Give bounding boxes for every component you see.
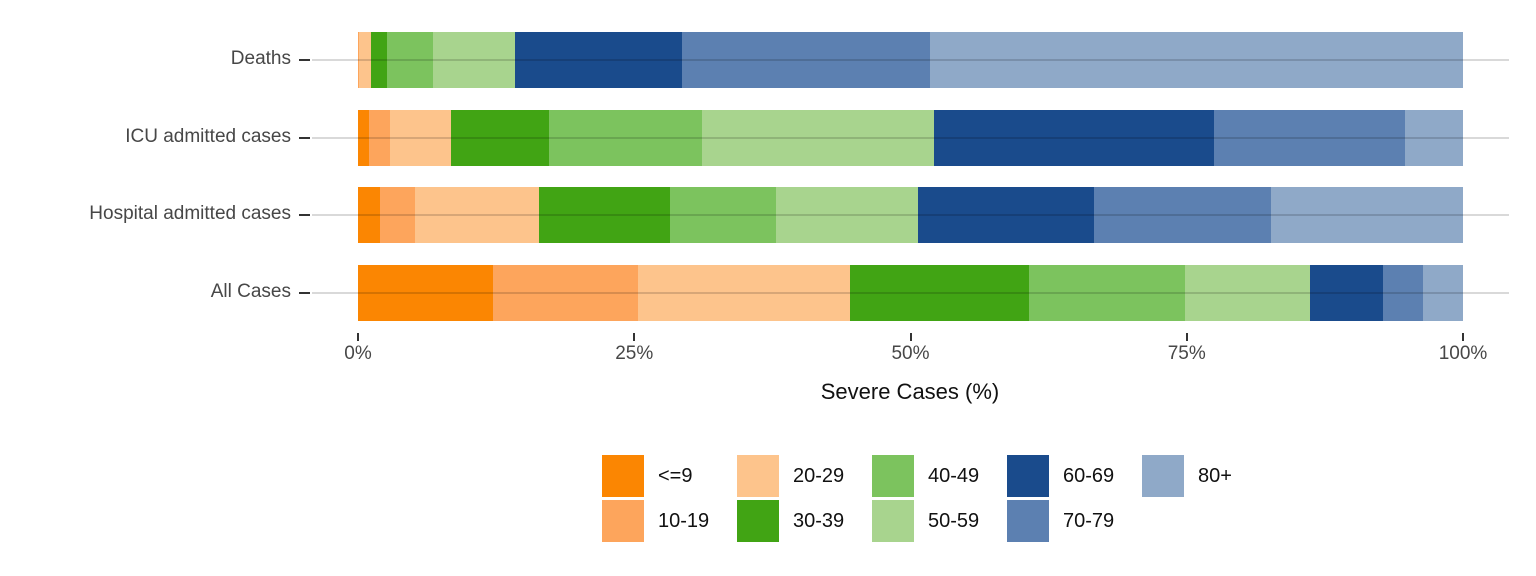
- legend-label: 80+: [1198, 465, 1232, 487]
- x-tick-label: 25%: [615, 343, 654, 364]
- category-gridline: [312, 59, 1509, 61]
- legend-swatch: [602, 500, 644, 542]
- bar-segment: [433, 32, 515, 88]
- bar-segment: [933, 109, 1215, 166]
- category-gridline: [312, 214, 1509, 216]
- bar-segment: [849, 264, 1029, 321]
- legend-swatch: [1142, 455, 1184, 497]
- legend-item: 40-49: [872, 455, 1007, 500]
- x-axis-tick: [1185, 333, 1188, 341]
- bar-row: [358, 32, 1463, 88]
- bar-segment: [386, 32, 434, 88]
- x-axis-tick: [1462, 333, 1464, 341]
- bar-segment: [371, 32, 387, 88]
- category-label: ICU admitted cases: [125, 125, 291, 147]
- legend-label: 50-59: [928, 510, 980, 532]
- legend-label: 70-79: [1063, 510, 1115, 532]
- legend-item: 30-39: [737, 500, 872, 545]
- bar-segment: [1214, 109, 1406, 166]
- legend-item: 80+: [1142, 455, 1277, 500]
- legend-item: 20-29: [737, 455, 872, 500]
- x-axis-title: Severe Cases (%): [820, 379, 1000, 404]
- legend-swatch: [737, 455, 779, 497]
- x-tick-label: 75%: [1167, 343, 1206, 364]
- x-axis-tick: [633, 333, 636, 341]
- legend-swatch: [872, 500, 914, 542]
- bar-segment: [358, 32, 360, 88]
- legend-label: 10-19: [658, 510, 710, 532]
- bar-segment: [1093, 187, 1271, 243]
- bar-segment: [775, 187, 919, 243]
- category-label: Deaths: [230, 48, 291, 69]
- legend-label: 60-69: [1063, 465, 1115, 487]
- category-label: All Cases: [210, 280, 291, 302]
- bar-segment: [1270, 187, 1463, 243]
- legend-label: 20-29: [793, 465, 845, 487]
- bar-segment: [1423, 264, 1463, 321]
- bar-segment: [492, 264, 638, 321]
- legend-item: 50-59: [872, 500, 1007, 545]
- bar-segment: [358, 187, 381, 243]
- bar-segment: [514, 32, 682, 88]
- bar-segment: [450, 109, 550, 166]
- bar-segment: [358, 109, 370, 166]
- y-axis-tick: [299, 291, 310, 294]
- bar-segment: [1310, 264, 1384, 321]
- category-gridline: [312, 136, 1509, 139]
- y-axis-tick: [299, 214, 310, 216]
- bar-segment: [930, 32, 1463, 88]
- category-label: Hospital admitted cases: [89, 203, 291, 224]
- legend-item: 10-19: [602, 500, 737, 545]
- bar-segment: [539, 187, 670, 243]
- legend-swatch: [602, 455, 644, 497]
- y-axis-tick: [299, 136, 310, 139]
- bar-segment: [1028, 264, 1185, 321]
- x-tick-label: 0%: [344, 343, 372, 364]
- bar-segment: [1405, 109, 1463, 166]
- bar-segment: [701, 109, 934, 166]
- bar-segment: [369, 109, 391, 166]
- legend-item: <=9: [602, 455, 737, 500]
- x-axis-tick: [357, 333, 359, 341]
- bar-segment: [637, 264, 850, 321]
- legend: <=9 10-19 20-29 30-39 40-49 50-59 60-69 70-79 80…: [602, 455, 1277, 545]
- bar-row: [358, 187, 1463, 243]
- bar-segment: [918, 187, 1094, 243]
- x-axis-tick: [909, 333, 912, 341]
- legend-label: <=9: [658, 465, 693, 487]
- legend-item: 60-69: [1007, 455, 1142, 500]
- x-tick-label: 50%: [891, 343, 930, 364]
- legend-swatch: [1007, 455, 1049, 497]
- legend-item: 70-79: [1007, 500, 1142, 545]
- legend-swatch: [1007, 500, 1049, 542]
- category-gridline: [312, 291, 1509, 294]
- legend-swatch: [872, 455, 914, 497]
- bar-segment: [1184, 264, 1311, 321]
- bar-row: [358, 264, 1463, 321]
- legend-swatch: [737, 500, 779, 542]
- legend-label: 30-39: [793, 510, 845, 532]
- bar-segment: [1383, 264, 1424, 321]
- bar-segment: [380, 187, 416, 243]
- bar-row: [358, 109, 1463, 166]
- y-axis-tick: [299, 59, 310, 61]
- x-tick-label: 100%: [1438, 343, 1488, 364]
- bar-segment: [359, 32, 372, 88]
- bar-segment: [681, 32, 931, 88]
- bar-segment: [390, 109, 451, 166]
- legend-label: 40-49: [928, 465, 980, 487]
- bar-segment: [669, 187, 776, 243]
- bar-segment: [358, 264, 493, 321]
- bar-segment: [415, 187, 540, 243]
- bar-segment: [549, 109, 702, 166]
